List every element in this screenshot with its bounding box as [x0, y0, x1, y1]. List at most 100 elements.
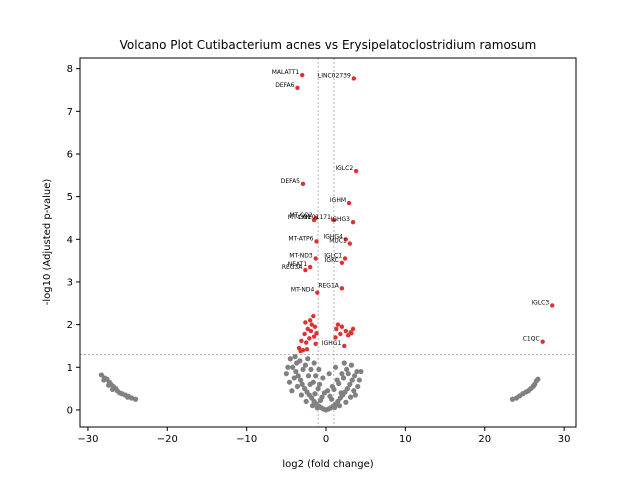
- significant-point: [315, 290, 320, 295]
- nonsignificant-point: [316, 366, 322, 373]
- significant-point: [314, 239, 319, 244]
- significant-point: [311, 313, 316, 319]
- plot-frame: [79, 57, 577, 428]
- nonsignificant-point: [294, 383, 301, 390]
- significant-point: [339, 260, 345, 265]
- point-label: REG1A: [318, 282, 339, 289]
- point-label: REG3A: [282, 264, 303, 271]
- significant-point: [331, 217, 337, 223]
- nonsignificant-point: [340, 375, 347, 381]
- nonsignificant-point: [349, 377, 355, 383]
- point-label: C1QC: [523, 336, 540, 343]
- significant-point: [307, 264, 313, 270]
- nonsignificant-point: [298, 392, 305, 398]
- nonsignificant-point: [305, 356, 311, 362]
- nonsignificant-point: [332, 404, 338, 410]
- significant-point: [295, 85, 300, 91]
- nonsignificant-point: [355, 383, 361, 390]
- nonsignificant-point: [356, 377, 362, 383]
- point-label: IGLC1: [324, 252, 342, 259]
- nonsignificant-point: [345, 371, 351, 377]
- nonsignificant-point: [289, 388, 295, 394]
- x-tick-label: 0: [323, 434, 329, 445]
- significant-point: [339, 324, 345, 329]
- significant-point: [549, 303, 555, 308]
- point-label: LINC01171: [298, 214, 331, 221]
- significant-point: [333, 335, 338, 340]
- point-label: IGKC: [325, 257, 339, 264]
- point-label: MT-ND4: [291, 287, 315, 294]
- significant-point: [300, 181, 306, 187]
- nonsignificant-point: [293, 368, 299, 375]
- significant-point: [303, 340, 309, 345]
- significant-point: [307, 318, 313, 323]
- point-label: MUC1: [329, 238, 347, 245]
- nonsignificant-point: [290, 364, 296, 370]
- nonsignificant-point: [283, 371, 289, 377]
- y-tick-label: 1: [67, 363, 73, 374]
- point-label: MALATT1: [272, 69, 300, 76]
- x-tick-label: 20: [478, 434, 491, 445]
- significant-point: [338, 331, 343, 337]
- point-label: DEFA6: [275, 82, 294, 89]
- nonsignificant-point: [300, 366, 306, 373]
- significant-point: [299, 338, 304, 344]
- significant-point: [311, 334, 317, 339]
- y-tick-label: 3: [67, 277, 73, 288]
- significant-point: [350, 220, 356, 225]
- significant-point: [303, 320, 308, 325]
- point-label: IGLC2: [335, 165, 353, 172]
- significant-point: [346, 200, 352, 206]
- plot-area: MALATT1 LINC02739 DEFA6 IGLC2 DEFA5 IGHM MT-CO…: [80, 58, 576, 427]
- y-tick-label: 0: [67, 405, 73, 416]
- nonsignificant-point: [132, 396, 139, 402]
- nonsignificant-point: [352, 392, 358, 398]
- significant-point: [303, 267, 308, 273]
- nonsignificant-point: [298, 377, 304, 383]
- point-label: IGHG1: [322, 340, 342, 347]
- x-tick-label: −30: [77, 434, 98, 445]
- nonsignificant-point: [320, 375, 326, 381]
- nonsignificant-point: [125, 394, 131, 400]
- y-axis: 0 1 2 3 4 5 6 7 8: [67, 64, 80, 416]
- significant-point: [314, 330, 319, 336]
- nonsignificant-point: [338, 390, 344, 396]
- nonsignificant-point: [313, 373, 319, 379]
- nonsignificant-point: [312, 391, 318, 397]
- y-axis-label: -log10 (Adjusted p-value): [42, 179, 53, 306]
- significant-point: [309, 322, 314, 327]
- significant-point: [311, 217, 317, 223]
- nonsignificant-point: [535, 376, 541, 382]
- point-label: MT-ND3: [289, 252, 313, 259]
- nonsignificant-point: [329, 383, 335, 390]
- point-label: MT-CO2: [290, 212, 313, 219]
- significant-point: [343, 328, 349, 334]
- point-label: IGHG3: [331, 216, 351, 223]
- x-axis: −30 −20 −10 0 10 20 30: [77, 427, 570, 445]
- nonsignificant-point: [509, 396, 516, 402]
- y-tick-label: 4: [67, 235, 73, 246]
- significant-point: [349, 330, 354, 336]
- point-label: MT-ATP6: [288, 235, 313, 242]
- nonsignificant-point: [309, 403, 316, 409]
- x-tick-label: −10: [236, 434, 257, 445]
- significant-point: [304, 347, 310, 352]
- nonsignificant-point: [101, 377, 107, 383]
- x-tick-label: 10: [399, 434, 412, 445]
- y-tick-label: 7: [67, 107, 73, 118]
- significant-point: [343, 237, 349, 242]
- significant-point: [339, 286, 345, 291]
- significant-point: [307, 336, 312, 341]
- nonsignificant-point: [347, 381, 353, 387]
- nonsignificant-point: [351, 388, 357, 394]
- point-label: DEFA5: [281, 178, 300, 185]
- x-axis-label: log2 (fold change): [282, 459, 373, 470]
- y-tick-label: 8: [67, 64, 73, 75]
- nonsignificant-point: [343, 399, 349, 405]
- significant-point: [353, 168, 359, 174]
- nonsignificant-point: [326, 371, 332, 377]
- significant-point: [342, 256, 348, 261]
- point-label: NEAT1: [288, 261, 308, 268]
- y-tick-label: 5: [67, 192, 73, 203]
